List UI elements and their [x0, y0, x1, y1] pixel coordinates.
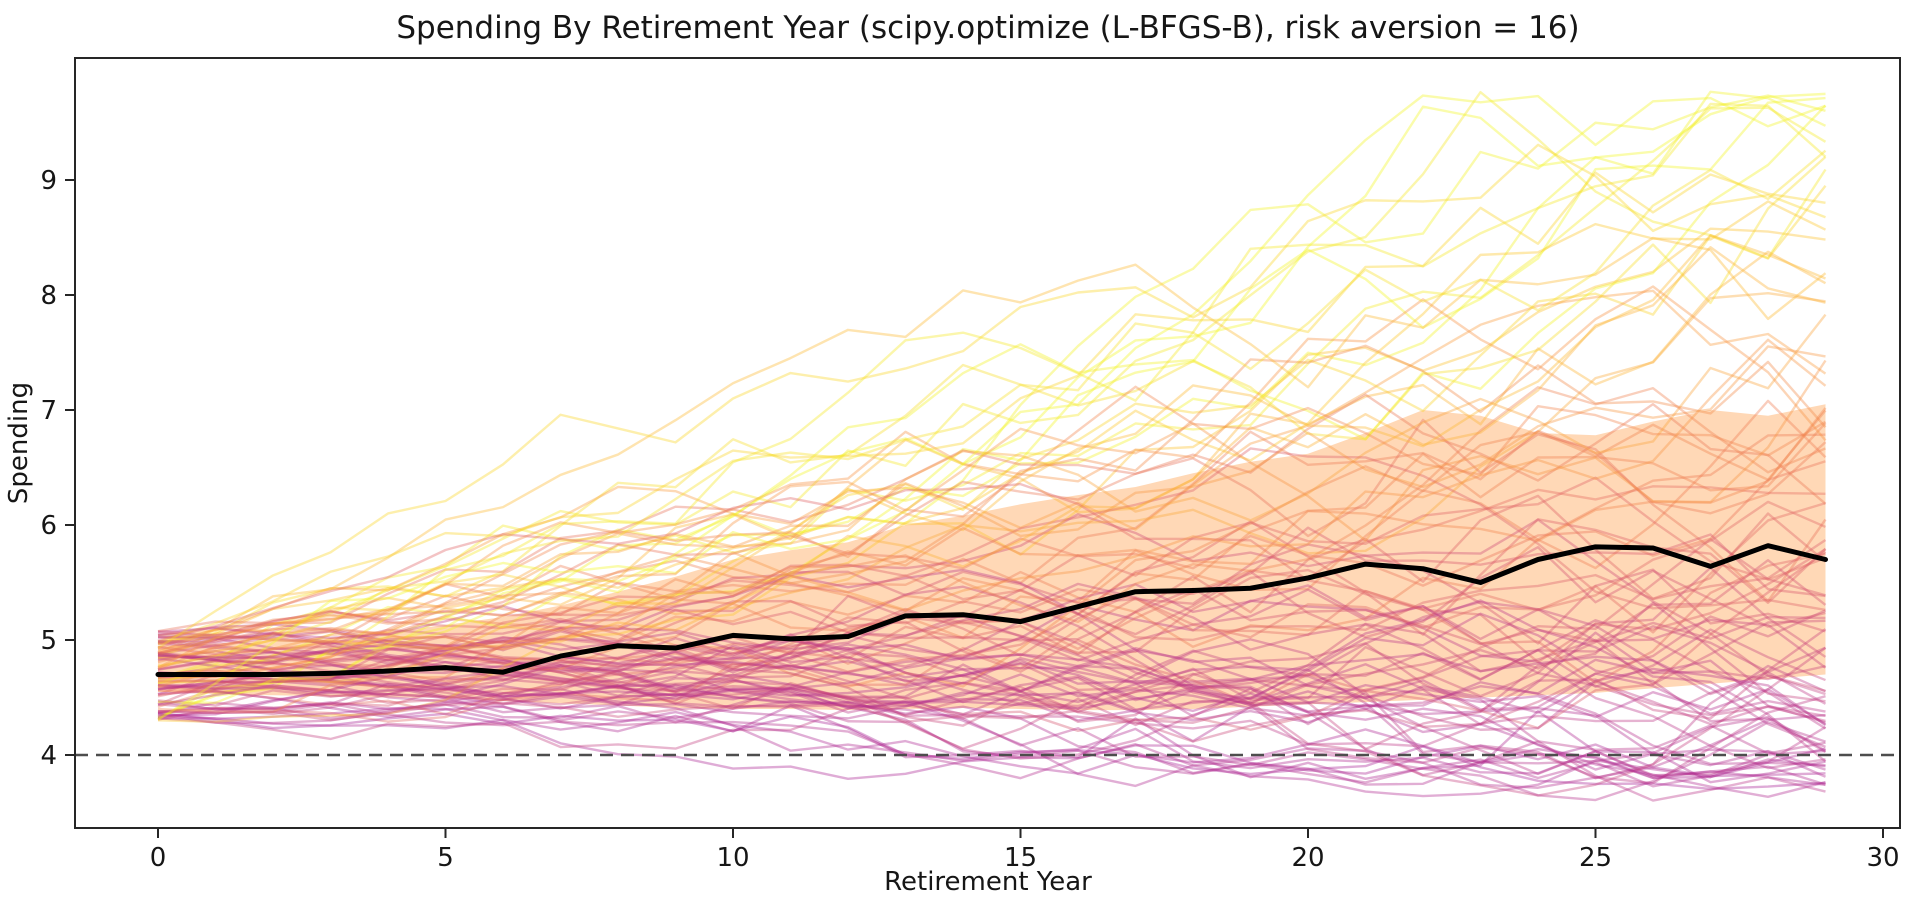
x-tick-label: 20: [1291, 843, 1324, 873]
x-tick-label: 0: [150, 843, 167, 873]
y-tick-label: 8: [40, 281, 57, 311]
y-tick-label: 6: [40, 511, 57, 541]
y-tick-label: 4: [40, 741, 57, 771]
x-tick-label: 30: [1866, 843, 1899, 873]
x-tick-label: 10: [716, 843, 749, 873]
chart-title: Spending By Retirement Year (scipy.optim…: [396, 10, 1579, 46]
y-tick-label: 7: [40, 396, 57, 426]
median-line: [155, 543, 1828, 677]
y-tick-label: 5: [40, 626, 57, 656]
y-axis-label: Spending: [4, 382, 34, 504]
x-axis-ticks: 0 5 10 15 20 25 30: [150, 828, 1900, 873]
iqr-band: [158, 404, 1826, 711]
x-tick-label: 25: [1579, 843, 1612, 873]
plot-frame: [74, 57, 1901, 829]
x-axis-label: Retirement Year: [884, 867, 1092, 897]
x-tick-label: 5: [437, 843, 454, 873]
y-axis-ticks: 4 5 6 7 8 9: [40, 166, 75, 771]
y-tick-label: 9: [40, 166, 57, 196]
simulation-paths: [157, 90, 1827, 802]
x-tick-label: 15: [1004, 843, 1037, 873]
